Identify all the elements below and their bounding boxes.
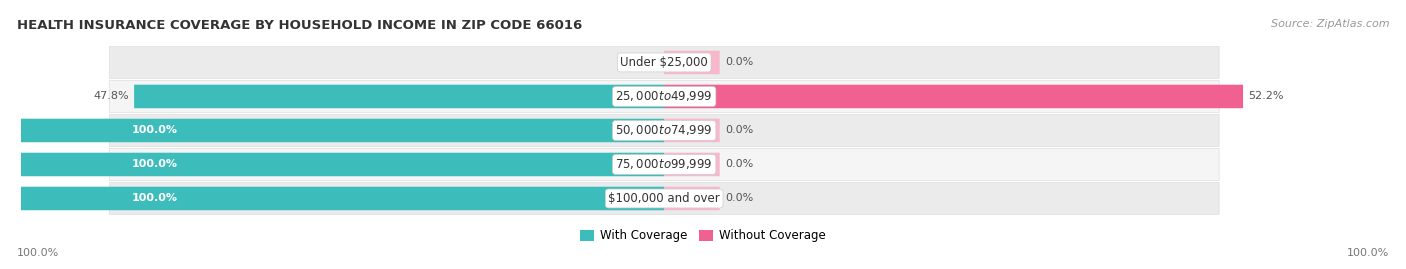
FancyBboxPatch shape [0,119,664,142]
Text: 47.8%: 47.8% [93,91,128,101]
Text: 52.2%: 52.2% [1249,91,1284,101]
Text: $75,000 to $99,999: $75,000 to $99,999 [616,157,713,171]
FancyBboxPatch shape [664,119,720,142]
FancyBboxPatch shape [0,153,664,176]
FancyBboxPatch shape [110,183,1219,214]
FancyBboxPatch shape [664,51,720,74]
Text: HEALTH INSURANCE COVERAGE BY HOUSEHOLD INCOME IN ZIP CODE 66016: HEALTH INSURANCE COVERAGE BY HOUSEHOLD I… [17,19,582,32]
FancyBboxPatch shape [134,85,664,108]
Text: 100.0%: 100.0% [132,160,179,169]
Text: 100.0%: 100.0% [132,125,179,136]
Text: $100,000 and over: $100,000 and over [609,192,720,205]
FancyBboxPatch shape [664,153,720,176]
Text: 0.0%: 0.0% [725,160,754,169]
Text: 100.0%: 100.0% [17,248,59,258]
Text: 0.0%: 0.0% [725,125,754,136]
Text: 100.0%: 100.0% [1347,248,1389,258]
Text: 0.0%: 0.0% [725,58,754,68]
Legend: With Coverage, Without Coverage: With Coverage, Without Coverage [575,225,831,247]
Text: Under $25,000: Under $25,000 [620,56,709,69]
FancyBboxPatch shape [0,187,664,210]
Text: $25,000 to $49,999: $25,000 to $49,999 [616,90,713,104]
FancyBboxPatch shape [110,47,1219,78]
Text: Source: ZipAtlas.com: Source: ZipAtlas.com [1271,19,1389,29]
Text: 0.0%: 0.0% [619,58,648,68]
FancyBboxPatch shape [664,187,720,210]
FancyBboxPatch shape [110,80,1219,112]
FancyBboxPatch shape [664,85,1243,108]
Text: 0.0%: 0.0% [725,193,754,203]
Text: $50,000 to $74,999: $50,000 to $74,999 [616,123,713,137]
Text: 100.0%: 100.0% [132,193,179,203]
FancyBboxPatch shape [110,148,1219,180]
FancyBboxPatch shape [110,115,1219,146]
